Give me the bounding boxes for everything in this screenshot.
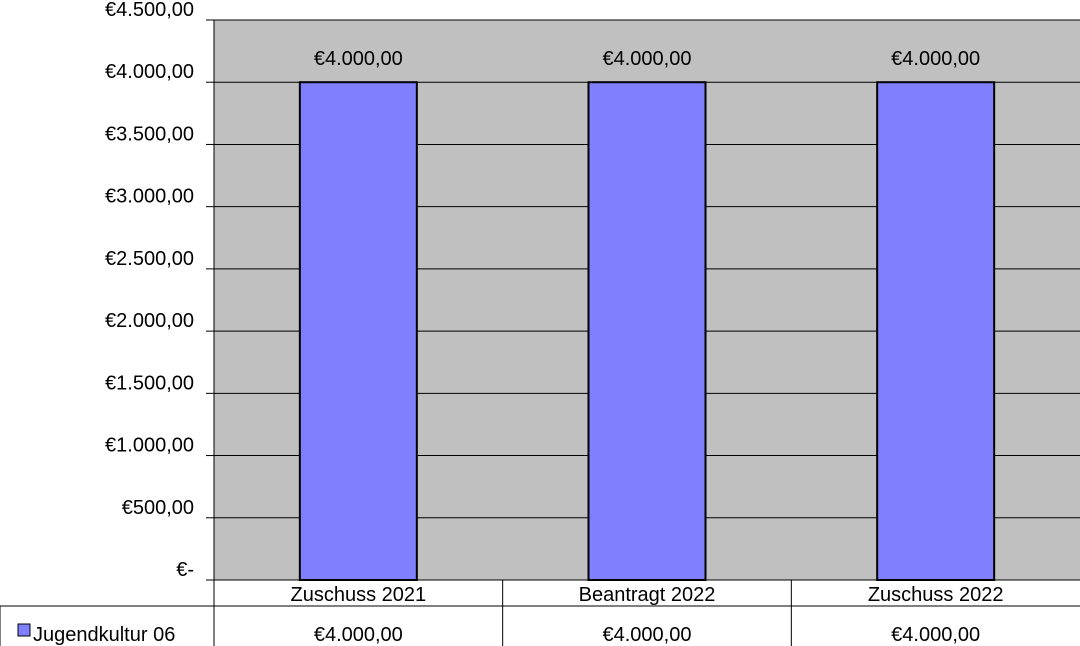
legend-series-name: Jugendkultur 06 xyxy=(33,624,175,646)
data-labels: €4.000,00 €4.000,00 €4.000,00 xyxy=(314,48,980,70)
data-label: €4.000,00 xyxy=(314,48,403,70)
y-tick-label: €3.000,00 xyxy=(105,186,194,208)
y-tick-label: €500,00 xyxy=(122,497,194,519)
y-tick-label: €3.500,00 xyxy=(105,123,194,145)
y-tick-label: €- xyxy=(176,559,194,581)
x-category-label: Zuschuss 2022 xyxy=(868,584,1004,606)
data-label: €4.000,00 xyxy=(603,48,692,70)
bar xyxy=(587,81,707,581)
y-tick-label: €4.000,00 xyxy=(105,61,194,83)
table-cell-value: €4.000,00 xyxy=(603,624,692,646)
bars xyxy=(298,81,996,581)
y-tick-label: €1.500,00 xyxy=(105,372,194,394)
y-tick-label: €1.000,00 xyxy=(105,435,194,457)
x-category-label: Zuschuss 2021 xyxy=(291,584,427,606)
legend-key xyxy=(17,623,31,637)
bar xyxy=(298,81,418,581)
y-axis: €- €500,00 €1.000,00 €1.500,00 €2.000,00 €2.5… xyxy=(105,0,215,646)
x-category-label: Beantragt 2022 xyxy=(579,584,716,606)
y-tick-label: €2.000,00 xyxy=(105,310,194,332)
data-table: Zuschuss 2021 €4.000,00 Beantragt 2022 €4.0… xyxy=(0,579,1080,646)
table-cell-value: €4.000,00 xyxy=(891,624,980,646)
data-label: €4.000,00 xyxy=(891,48,980,70)
table-cell-value: €4.000,00 xyxy=(314,624,403,646)
bar xyxy=(876,81,996,581)
y-tick-label: €4.500,00 xyxy=(105,0,194,21)
y-tick-label: €2.500,00 xyxy=(105,248,194,270)
